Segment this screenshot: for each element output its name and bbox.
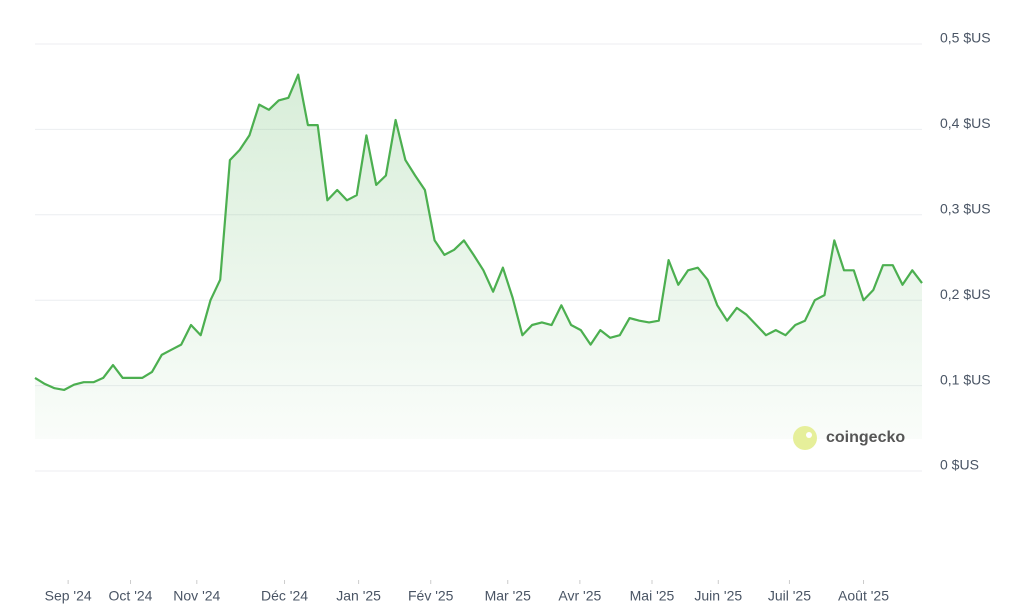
y-tick-label: 0,1 $US: [940, 371, 991, 387]
x-tick-label: Mar '25: [485, 588, 531, 604]
x-tick-label: Juil '25: [768, 588, 811, 604]
x-tick-label: Oct '24: [109, 588, 153, 604]
x-tick-label: Jan '25: [336, 588, 381, 604]
x-tick-label: Nov '24: [173, 588, 220, 604]
x-tick-label: Juin '25: [694, 588, 742, 604]
area: [35, 74, 922, 439]
y-tick-label: 0,3 $US: [940, 201, 991, 217]
logo-eye: [806, 432, 812, 438]
x-tick-label: Mai '25: [630, 588, 675, 604]
y-tick-label: 0,4 $US: [940, 115, 991, 131]
x-tick-label: Août '25: [838, 588, 889, 604]
price-line: [34, 73, 923, 391]
logo: [793, 426, 817, 450]
y-tick-label: 0 $US: [940, 457, 979, 473]
y-tick-label: 0,2 $US: [940, 286, 991, 302]
watermark-text: coingecko: [826, 429, 905, 446]
watermark: coingecko: [793, 426, 905, 450]
x-tick-label: Déc '24: [261, 588, 308, 604]
x-tick-label: Avr '25: [558, 588, 601, 604]
x-tick-label: Sep '24: [45, 588, 92, 604]
y-tick-label: 0,5 $US: [940, 30, 991, 46]
x-tick-label: Fév '25: [408, 588, 454, 604]
